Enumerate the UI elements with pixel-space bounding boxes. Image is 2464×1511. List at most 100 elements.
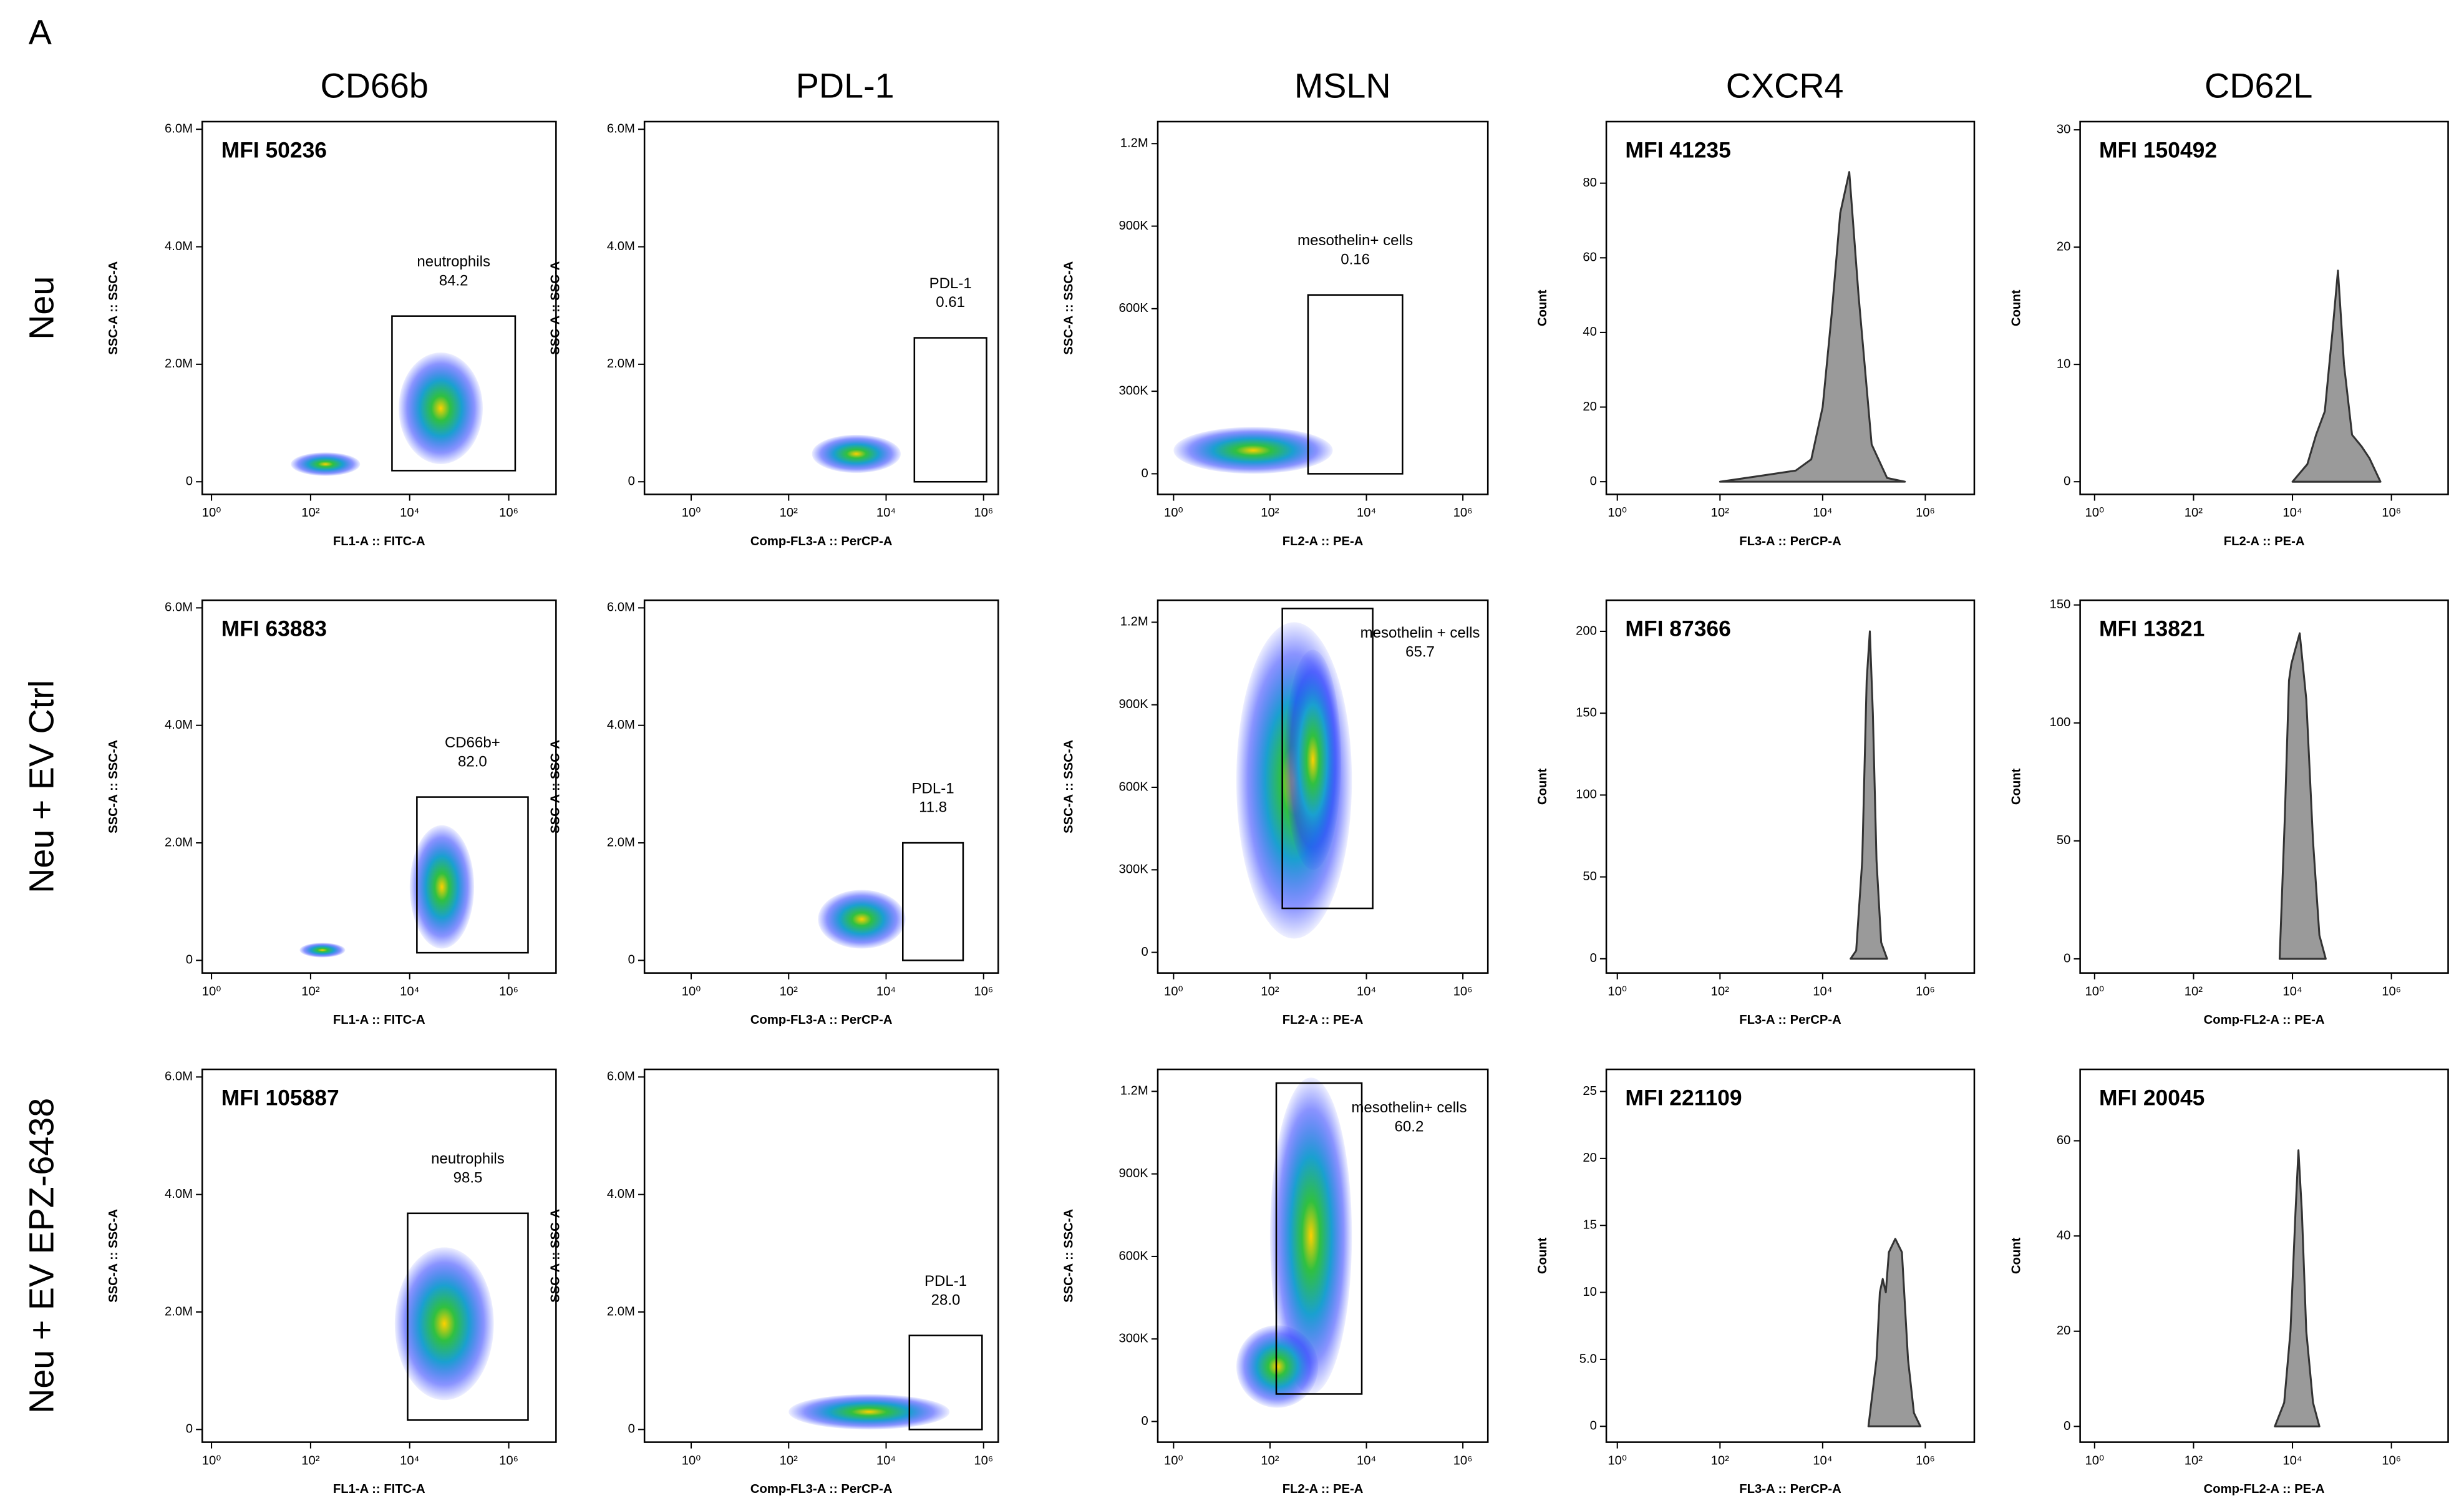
y-tick-label: 6.0M — [607, 1070, 635, 1084]
plot-frame — [201, 1068, 557, 1443]
y-tick-label: 60 — [2057, 1134, 2071, 1147]
y-axis-label: Count — [1536, 768, 1550, 805]
x-axis-label: FL2-A :: PE-A — [1283, 1482, 1364, 1496]
y-tick-label: 0 — [2064, 1419, 2070, 1433]
x-tick-label: 10⁴ — [400, 984, 419, 998]
plot-frame — [643, 120, 999, 495]
y-axis-label: SSC-A :: SSC-A — [1062, 261, 1076, 354]
y-tick-label: 10 — [2057, 357, 2071, 371]
gate — [913, 337, 987, 483]
x-tick-label: 10⁰ — [2085, 506, 2104, 520]
y-tick-label: 4.0M — [165, 240, 193, 253]
gate-name: mesothelin+ cells — [1351, 1099, 1467, 1116]
histogram — [1867, 1238, 1922, 1427]
y-axis-label: Count — [2010, 1237, 2024, 1274]
density-cluster — [291, 452, 361, 476]
gate-percent: 0.16 — [1341, 251, 1370, 268]
x-tick-label: 10⁴ — [876, 506, 896, 520]
y-tick-label: 0 — [186, 1422, 193, 1436]
plot-frame — [2079, 1068, 2449, 1443]
mfi-label: MFI 20045 — [2099, 1086, 2205, 1110]
y-tick-label: 6.0M — [607, 601, 635, 615]
y-tick-label: 0 — [1142, 1414, 1148, 1428]
y-tick-label: 40 — [2057, 1229, 2071, 1243]
mfi-label: MFI 150492 — [2099, 137, 2217, 162]
x-tick-label: 10⁶ — [974, 1454, 993, 1467]
x-axis-label: Comp-FL3-A :: PerCP-A — [750, 1013, 893, 1027]
density-cluster — [1173, 427, 1333, 474]
gate-name: CD66b+ — [445, 734, 500, 751]
x-tick-label: 10⁰ — [202, 1454, 221, 1467]
x-tick-label: 10² — [780, 506, 798, 520]
density-cluster — [409, 825, 475, 949]
y-tick-label: 20 — [2057, 240, 2071, 253]
y-axis-label: SSC-A :: SSC-A — [107, 261, 120, 354]
mfi-label: MFI 13821 — [2099, 616, 2205, 641]
gate-name: PDL-1 — [929, 275, 972, 292]
x-tick-label: 10⁶ — [974, 506, 993, 520]
y-tick-label: 600K — [1119, 780, 1149, 794]
x-tick-label: 10⁶ — [2382, 984, 2401, 998]
density-cluster — [812, 434, 901, 474]
y-axis-label: SSC-A :: SSC-A — [549, 1208, 563, 1302]
x-tick-label: 10⁴ — [876, 984, 896, 998]
x-axis-label: FL2-A :: PE-A — [2224, 535, 2305, 548]
x-axis-label: FL2-A :: PE-A — [1283, 535, 1364, 548]
gate-name: neutrophils — [417, 253, 490, 270]
y-tick-label: 0 — [1590, 1419, 1597, 1433]
y-tick-label: 300K — [1119, 863, 1149, 877]
gate-percent: 60.2 — [1395, 1118, 1424, 1135]
column-title: CD62L — [2205, 67, 2312, 105]
gate-percent: 65.7 — [1405, 644, 1435, 661]
x-tick-label: 10⁴ — [1813, 1454, 1832, 1467]
x-tick-label: 10⁴ — [2282, 984, 2302, 998]
gate — [1275, 1082, 1363, 1395]
x-tick-label: 10⁶ — [1453, 984, 1473, 998]
y-tick-label: 0 — [2064, 951, 2070, 965]
plot-frame — [643, 599, 999, 974]
y-axis-label: Count — [2010, 768, 2024, 805]
gate — [391, 315, 517, 472]
x-tick-label: 10² — [1261, 506, 1279, 520]
y-tick-label: 2.0M — [607, 1305, 635, 1318]
x-tick-label: 10² — [301, 1454, 320, 1467]
x-tick-label: 10⁴ — [1357, 506, 1376, 520]
y-tick-label: 200 — [1576, 624, 1597, 638]
x-tick-label: 10⁰ — [2085, 1454, 2104, 1467]
plot-frame — [1605, 599, 1976, 974]
plot-frame — [643, 1068, 999, 1443]
x-tick-label: 10⁰ — [1608, 984, 1627, 998]
x-tick-label: 10² — [2185, 506, 2203, 520]
x-tick-label: 10⁴ — [1813, 506, 1832, 520]
y-tick-label: 100 — [2050, 716, 2071, 729]
y-tick-label: 25 — [1583, 1084, 1597, 1098]
x-tick-label: 10⁶ — [2382, 506, 2401, 520]
x-axis-label: FL1-A :: FITC-A — [333, 1013, 425, 1027]
y-tick-label: 20 — [2057, 1324, 2071, 1338]
histogram — [2291, 270, 2382, 483]
y-tick-label: 50 — [2057, 833, 2071, 847]
y-tick-label: 0 — [1142, 467, 1148, 480]
gate — [416, 796, 529, 954]
x-tick-label: 10² — [1261, 1454, 1279, 1467]
x-tick-label: 10⁰ — [2085, 984, 2104, 998]
x-tick-label: 10² — [2185, 984, 2203, 998]
y-tick-label: 5.0 — [1579, 1352, 1597, 1366]
y-tick-label: 600K — [1119, 1249, 1149, 1263]
y-tick-label: 0 — [1590, 951, 1597, 965]
plot-frame — [201, 599, 557, 974]
y-axis-label: SSC-A :: SSC-A — [107, 740, 120, 833]
y-tick-label: 900K — [1119, 1167, 1149, 1180]
column-title: CD66b — [321, 67, 429, 105]
x-tick-label: 10⁰ — [682, 984, 701, 998]
y-tick-label: 900K — [1119, 697, 1149, 711]
y-tick-label: 300K — [1119, 384, 1149, 397]
y-tick-label: 0 — [1142, 945, 1148, 959]
x-axis-label: Comp-FL2-A :: PE-A — [2204, 1013, 2325, 1027]
x-tick-label: 10⁴ — [1357, 984, 1376, 998]
histogram — [2278, 632, 2327, 960]
plot-frame — [1605, 1068, 1976, 1443]
x-tick-label: 10² — [780, 984, 798, 998]
y-tick-label: 2.0M — [607, 835, 635, 849]
